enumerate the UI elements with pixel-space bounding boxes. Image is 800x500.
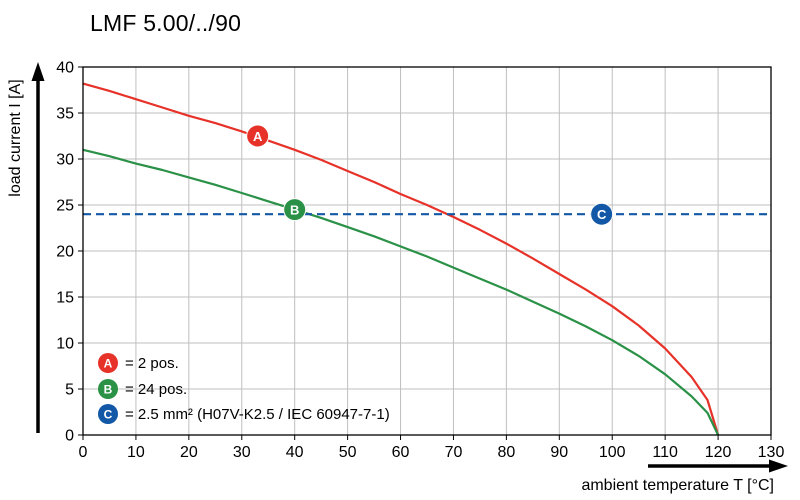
y-axis-label: load current I [A] <box>7 79 24 196</box>
y-axis-annotation: load current I [A] <box>7 62 45 433</box>
y-tick-label: 15 <box>56 290 74 307</box>
x-tick-label: 110 <box>652 444 678 461</box>
y-tick-label: 25 <box>56 198 74 215</box>
x-tick-label: 50 <box>339 444 357 461</box>
marker-A: A <box>246 124 270 148</box>
x-tick-label: 90 <box>550 444 568 461</box>
legend-item-B: B = 24 pos. <box>98 379 187 399</box>
legend-letter-C: C <box>104 408 113 422</box>
y-tick-label: 0 <box>65 428 74 445</box>
marker-A-letter: A <box>253 129 263 144</box>
legend-letter-B: B <box>104 383 113 397</box>
x-tick-label: 100 <box>599 444 626 461</box>
x-axis-arrow-head <box>769 459 788 473</box>
legend: A = 2 pos. B = 24 pos. C = 2.5 mm² (H07V-K2.5… <box>98 353 390 424</box>
y-tick-label: 35 <box>56 106 74 123</box>
series-B-curve <box>82 148 720 436</box>
x-tick-label: 80 <box>497 444 515 461</box>
chart-title: LMF 5.00/../90 <box>90 10 242 36</box>
grid <box>83 67 771 435</box>
legend-label-C: = 2.5 mm² (H07V-K2.5 / IEC 60947-7-1) <box>125 406 390 423</box>
x-tick-label: 40 <box>286 444 304 461</box>
marker-A-circle <box>246 124 270 148</box>
marker-B-letter: B <box>290 203 299 218</box>
x-tick-label: 0 <box>79 444 88 461</box>
marker-B: B <box>283 198 307 222</box>
y-tick-label: 20 <box>56 244 74 261</box>
x-tick-label: 130 <box>758 444 785 461</box>
ticks <box>78 66 772 440</box>
x-tick-label: 120 <box>705 444 732 461</box>
tick-labels: 0 10 20 30 40 50 60 70 80 90 100 110 120 130 0 5 10 15 20 2… <box>56 60 784 462</box>
marker-C: C <box>590 202 614 226</box>
x-axis-annotation: ambient temperature T [°C] <box>581 459 788 494</box>
x-tick-label: 10 <box>127 444 145 461</box>
y-tick-label: 30 <box>56 152 74 169</box>
legend-label-A: = 2 pos. <box>125 355 179 372</box>
legend-marker-C <box>98 404 118 424</box>
legend-item-C: C = 2.5 mm² (H07V-K2.5 / IEC 60947-7-1) <box>98 404 390 424</box>
marker-C-letter: C <box>597 207 607 222</box>
x-tick-label: 30 <box>233 444 251 461</box>
legend-marker-B <box>98 379 118 399</box>
series-A-curve <box>82 82 720 436</box>
legend-letter-A: A <box>104 357 113 371</box>
legend-item-A: A = 2 pos. <box>98 353 179 373</box>
y-tick-label: 5 <box>65 382 74 399</box>
x-tick-label: 60 <box>392 444 410 461</box>
legend-marker-A <box>98 353 118 373</box>
x-tick-label: 70 <box>445 444 463 461</box>
x-axis-label: ambient temperature T [°C] <box>581 477 774 494</box>
legend-label-B: = 24 pos. <box>125 381 187 398</box>
y-axis-arrow-head <box>31 62 45 81</box>
y-tick-label: 10 <box>56 336 74 353</box>
marker-C-circle <box>590 202 614 226</box>
marker-B-circle <box>283 198 307 222</box>
y-tick-label: 40 <box>56 60 74 77</box>
x-tick-label: 20 <box>180 444 198 461</box>
